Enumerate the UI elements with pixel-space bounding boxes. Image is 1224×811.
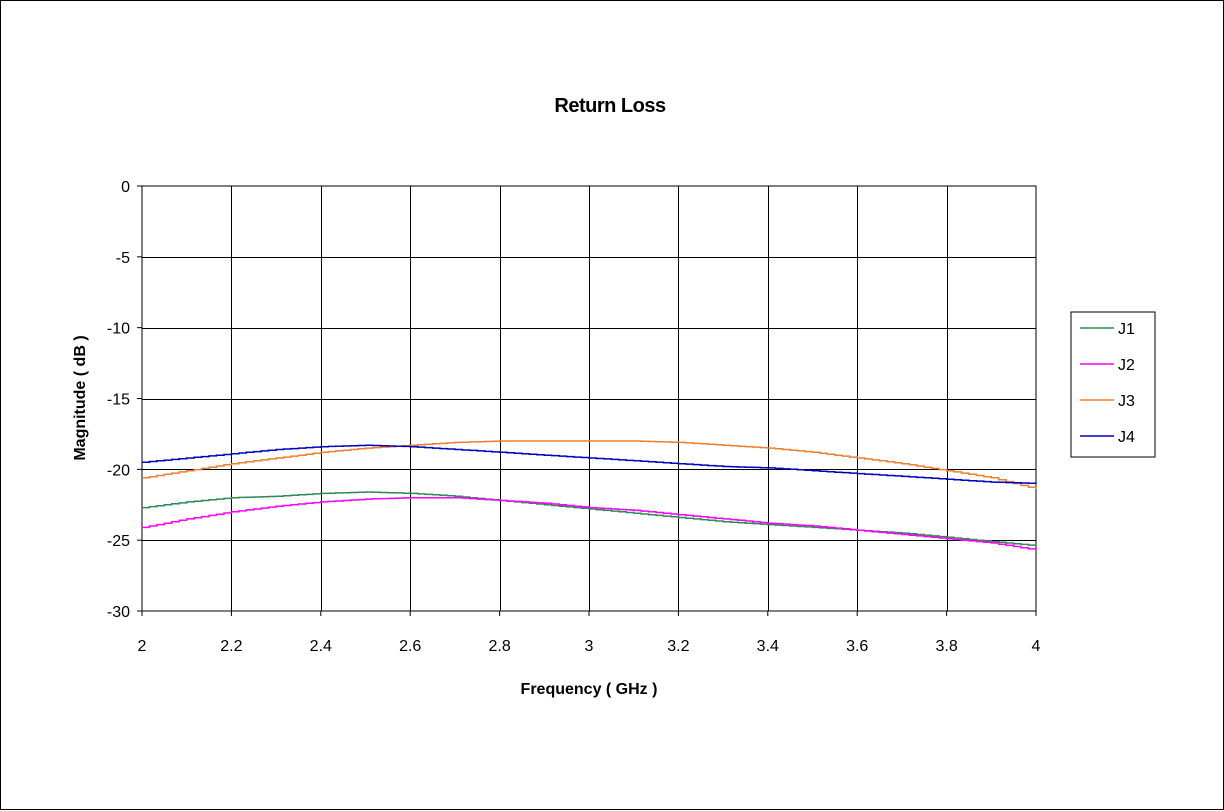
- x-tick-label: 2: [138, 638, 147, 655]
- x-tick-label: 2.8: [488, 638, 510, 655]
- y-axis-ticks: 0 -5 -10 -15 -20 -25 -30: [107, 179, 142, 621]
- y-axis-title: Magnitude ( dB ): [72, 335, 89, 460]
- series-line-j4: [142, 444, 1037, 485]
- x-tick-label: 2.6: [399, 638, 421, 655]
- x-tick-label: 2.4: [310, 638, 332, 655]
- legend-label-j2: J2: [1118, 357, 1135, 374]
- series-line-j2: [142, 496, 1037, 551]
- legend-box: [1070, 311, 1156, 458]
- y-tick-label: -30: [107, 604, 130, 621]
- x-tick-label: 2.2: [220, 638, 242, 655]
- y-tick-label: -20: [107, 462, 130, 479]
- x-tick-label: 3.6: [846, 638, 868, 655]
- legend: J1 J2 J3 J4: [1070, 311, 1156, 458]
- x-tick-label: 3.8: [935, 638, 957, 655]
- gridlines: [142, 186, 1036, 611]
- y-tick-label: -25: [107, 533, 130, 550]
- x-tick-label: 4: [1032, 638, 1041, 655]
- x-axis-ticks: 2 2.2 2.4 2.6 2.8 3 3.2 3.4 3.6 3.8 4: [138, 611, 1041, 655]
- y-tick-label: -15: [107, 392, 130, 409]
- x-tick-label: 3: [585, 638, 594, 655]
- chart-title: Return Loss: [554, 95, 666, 117]
- x-tick-label: 3.2: [667, 638, 689, 655]
- y-tick-label: -10: [107, 321, 130, 338]
- series-lines: [142, 440, 1037, 551]
- series-line-j3: [142, 440, 1037, 490]
- y-tick-label: -5: [116, 250, 130, 267]
- x-axis-title: Frequency ( GHz ): [521, 681, 658, 698]
- x-tick-label: 3.4: [757, 638, 779, 655]
- legend-label-j4: J4: [1118, 429, 1135, 446]
- legend-label-j3: J3: [1118, 393, 1135, 410]
- y-tick-label: 0: [121, 179, 130, 196]
- legend-label-j1: J1: [1118, 321, 1135, 338]
